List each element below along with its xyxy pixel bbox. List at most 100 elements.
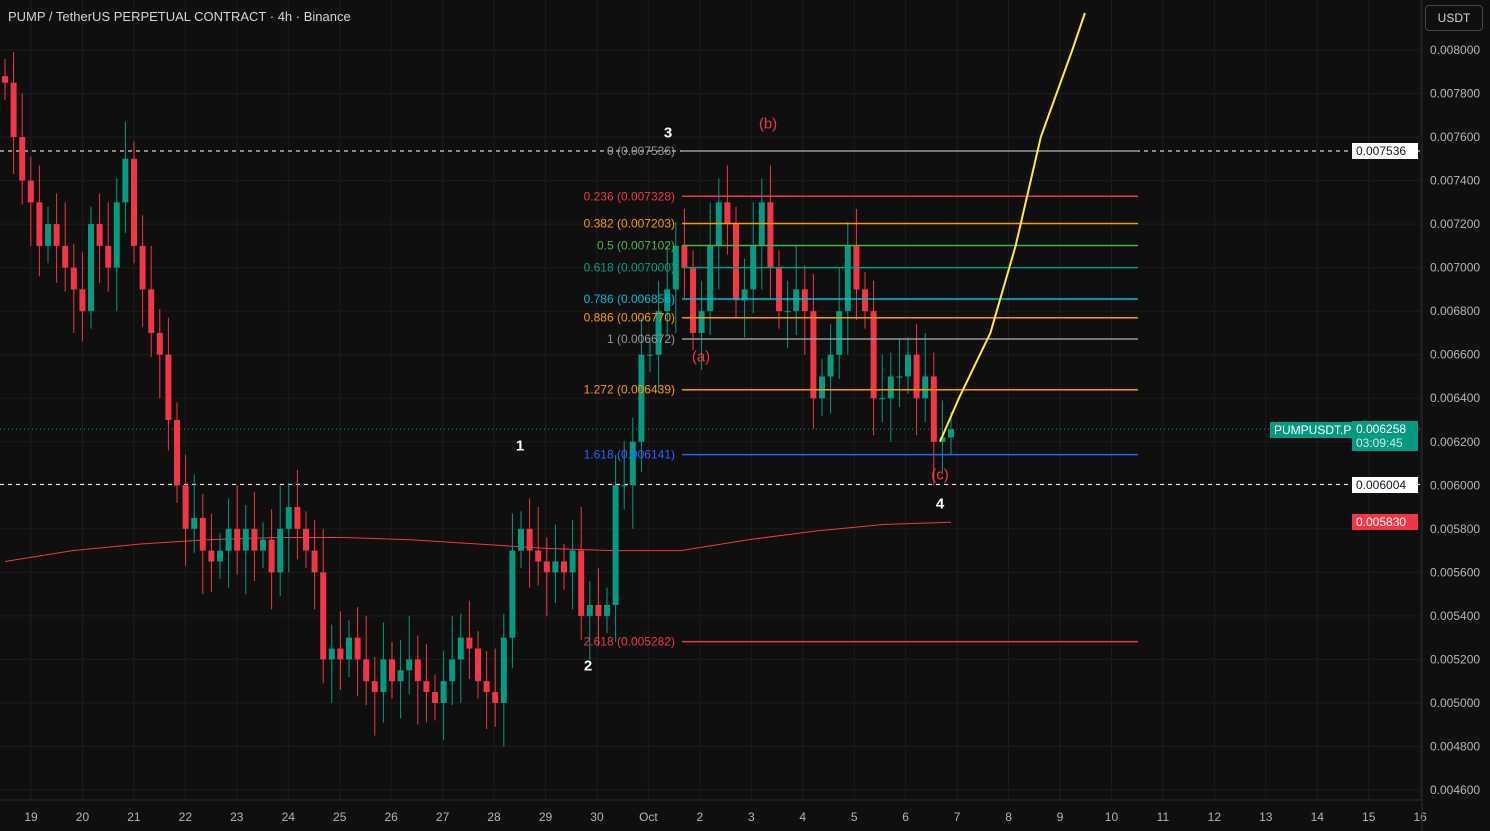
y-tick-label: 0.007800	[1430, 87, 1480, 101]
x-tick-label: 30	[590, 810, 604, 824]
y-tick-label: 0.005200	[1430, 652, 1480, 666]
candle	[251, 528, 258, 551]
candle	[518, 528, 524, 551]
candle	[475, 648, 481, 682]
candle	[268, 539, 275, 573]
fib-level-label: 0.886 (0.006770)	[584, 311, 675, 325]
y-tick-label: 0.006000	[1430, 478, 1480, 492]
candle	[449, 659, 456, 682]
currency-button[interactable]: USDT	[1425, 5, 1483, 31]
candle	[294, 507, 301, 529]
x-tick-label: 5	[851, 810, 858, 824]
candle	[105, 245, 112, 268]
candle	[19, 137, 26, 181]
x-tick-label: 2	[697, 810, 704, 824]
y-tick-label: 0.007600	[1430, 130, 1480, 144]
y-tick-label: 0.004600	[1430, 783, 1480, 797]
candle	[88, 224, 94, 312]
x-tick-label: 15	[1362, 810, 1376, 824]
candle	[793, 289, 800, 312]
y-tick-label: 0.007200	[1430, 217, 1480, 231]
fib-level-label: 1.272 (0.006439)	[584, 383, 675, 397]
candle	[569, 550, 576, 573]
candle	[483, 681, 490, 693]
wave-label-b: (b)	[758, 115, 778, 133]
candle	[604, 604, 610, 616]
candle	[638, 354, 645, 442]
candle	[776, 267, 782, 312]
candle	[320, 572, 327, 660]
candle	[156, 332, 163, 355]
x-tick-label: 23	[230, 810, 244, 824]
y-tick-label: 0.008000	[1430, 43, 1480, 57]
x-tick-label: 20	[76, 810, 90, 824]
candle	[311, 550, 318, 573]
candle	[672, 245, 679, 290]
x-tick-label: 22	[179, 810, 193, 824]
fib-level-label: 0.382 (0.007203)	[584, 216, 675, 230]
fib-level-label: 0.786 (0.006856)	[584, 292, 675, 306]
x-tick-label: 14	[1311, 810, 1325, 824]
candle	[543, 561, 550, 573]
x-tick-label: 13	[1259, 810, 1273, 824]
x-tick-label: 12	[1208, 810, 1222, 824]
candle	[655, 311, 662, 355]
candle	[767, 202, 774, 268]
candle	[217, 550, 223, 562]
wave-label-4: 4	[935, 495, 945, 513]
candle	[535, 550, 542, 562]
candle	[337, 648, 344, 660]
candle	[440, 681, 447, 703]
level-tag-high: 0.007536	[1352, 143, 1418, 159]
candle	[371, 681, 378, 693]
candle	[492, 692, 499, 703]
candle	[905, 354, 911, 377]
x-tick-label: 26	[384, 810, 398, 824]
candle	[10, 82, 17, 138]
x-tick-label: Oct	[639, 810, 658, 824]
x-tick-label: 27	[436, 810, 450, 824]
wave-label-1: 1	[515, 437, 525, 455]
candle	[930, 376, 937, 442]
candle	[819, 376, 825, 399]
candle	[79, 289, 86, 312]
candle	[870, 311, 877, 399]
candle	[466, 637, 473, 649]
candle	[174, 419, 180, 486]
candle	[234, 528, 241, 551]
x-tick-label: 3	[748, 810, 755, 824]
candle	[578, 550, 585, 616]
x-tick-label: 10	[1105, 810, 1119, 824]
x-tick-label: 11	[1157, 810, 1170, 824]
bar-countdown: 03:09:45	[1356, 436, 1403, 450]
candle	[586, 604, 593, 616]
candle	[922, 376, 929, 399]
ma-tag: 0.005830	[1352, 514, 1418, 530]
x-tick-label: 24	[282, 810, 296, 824]
candle	[423, 681, 430, 693]
fib-level-label: 0.618 (0.007000)	[584, 261, 675, 275]
candle	[45, 224, 51, 246]
candle	[647, 354, 653, 356]
candle	[621, 485, 628, 487]
last-price-tag: 0.006258 03:09:45	[1352, 421, 1418, 451]
candle	[131, 158, 137, 246]
chart-title: PUMP / TetherUS PERPETUAL CONTRACT · 4h …	[8, 9, 351, 24]
candle	[139, 245, 146, 290]
moving-average-line	[4, 521, 952, 562]
candle	[887, 376, 894, 399]
x-tick-label: 4	[799, 810, 806, 824]
candle	[827, 354, 834, 377]
wave-label-2: 2	[583, 657, 593, 675]
x-tick-label: 9	[1057, 810, 1064, 824]
candle	[862, 289, 868, 312]
x-tick-label: 28	[487, 810, 501, 824]
candle	[913, 354, 920, 399]
x-tick-label: 21	[127, 810, 141, 824]
candle	[148, 289, 155, 333]
candle	[948, 429, 954, 438]
candle	[380, 659, 387, 693]
candle	[70, 267, 77, 290]
x-tick-label: 16	[1413, 810, 1427, 824]
